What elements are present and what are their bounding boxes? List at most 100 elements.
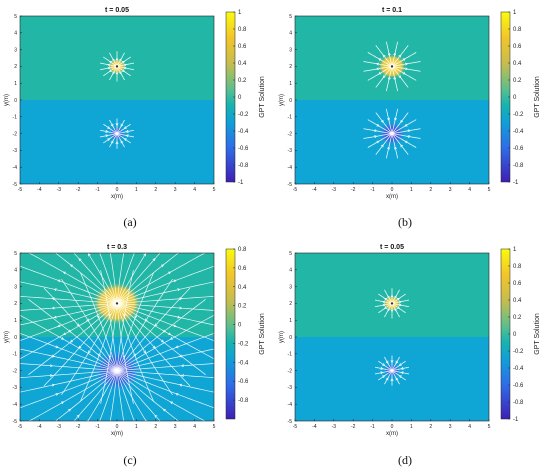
colorbar-tick-label: 0.8 xyxy=(238,247,247,253)
streamline xyxy=(116,314,214,371)
x-tick-label: 1 xyxy=(135,187,138,193)
streamline-arrow xyxy=(88,253,91,257)
x-tick-label: 3 xyxy=(174,187,177,193)
streamline xyxy=(116,303,134,404)
streamline xyxy=(20,281,118,304)
streamline xyxy=(116,253,179,304)
source-point xyxy=(390,132,394,135)
figure-panel-a: -5 -4 -3 -2 -1 0 1 2 3 4 5 -5 -4 -3 -2 -1 0 1 2 3 4 5 x(m) y(m)… xyxy=(0,0,275,237)
streamline xyxy=(391,133,421,139)
streamline-arrow xyxy=(404,140,408,144)
streamline-arrow xyxy=(405,62,409,66)
y-tick-label: 5 xyxy=(289,14,292,20)
colorbar-tick-label: -0.6 xyxy=(513,146,524,152)
streamline-arrow xyxy=(382,54,386,58)
colorbar-tick-label: -0.4 xyxy=(513,366,524,372)
streamline-arrow xyxy=(123,138,127,142)
y-axis-label: y(m) xyxy=(4,94,10,106)
streamline xyxy=(20,370,118,379)
streamline xyxy=(367,119,393,134)
y-tick-label: 0 xyxy=(289,98,292,104)
source-point xyxy=(115,132,119,135)
streamline-arrow xyxy=(402,71,406,75)
streamline xyxy=(367,52,393,67)
streamline-arrow xyxy=(387,295,391,299)
colorbar-tick-label: 0.4 xyxy=(513,61,522,67)
streamline-arrow xyxy=(154,323,158,327)
streamline-arrow xyxy=(118,71,122,75)
x-tick-label: -1 xyxy=(95,187,100,193)
streamline-arrow xyxy=(393,308,397,312)
streamline-arrow xyxy=(105,134,109,138)
y-tick-label: 2 xyxy=(14,64,17,70)
streamline-arrow xyxy=(400,366,404,370)
x-tick-label: -2 xyxy=(76,187,81,193)
streamline xyxy=(99,370,118,421)
streamline xyxy=(116,123,131,134)
streamline xyxy=(391,108,399,134)
streamline-arrow xyxy=(382,363,386,366)
streamline xyxy=(391,112,409,134)
streamline-arrow xyxy=(123,63,127,67)
x-tick-label: -3 xyxy=(57,187,62,193)
streamline xyxy=(391,133,409,155)
streamline-arrow xyxy=(374,129,378,133)
chart-svg: -5 -4 -3 -2 -1 0 1 2 3 4 5 -5 -4 -3 -2 -1 0 1 2 3 4 5 x(m) y(m)… xyxy=(279,244,541,437)
colorbar-tick-label: -0.6 xyxy=(513,383,524,389)
y-tick-label: -5 xyxy=(13,419,18,425)
source-point xyxy=(390,65,394,68)
y-tick-label: -2 xyxy=(13,131,18,137)
streamline-arrow xyxy=(405,67,409,71)
streamline xyxy=(116,287,191,371)
x-axis-label: x(m) xyxy=(111,431,123,437)
streamline xyxy=(55,370,118,421)
y-tick-label: -5 xyxy=(288,182,293,188)
panel-caption: (a) xyxy=(123,215,137,229)
streamline-arrow xyxy=(152,258,156,262)
streamline xyxy=(20,314,118,371)
streamline-arrow xyxy=(121,60,126,64)
colorbar-tick-label: 1 xyxy=(238,10,242,16)
streamline xyxy=(100,303,118,404)
y-tick-label: -1 xyxy=(13,115,18,121)
streamline xyxy=(391,370,406,381)
x-axis-label: x(m) xyxy=(111,194,123,200)
y-tick-label: -2 xyxy=(288,131,293,137)
streamline-arrow xyxy=(382,375,386,379)
x-tick-label: 3 xyxy=(449,187,452,193)
streamline xyxy=(43,287,118,371)
streamline-arrow xyxy=(118,58,122,62)
streamline-arrow xyxy=(398,363,402,366)
y-tick-label: -1 xyxy=(288,115,293,121)
streamline-arrow xyxy=(62,332,66,336)
streamline-arrow xyxy=(161,264,164,268)
streamline-arrow xyxy=(50,364,54,368)
streamline xyxy=(116,370,135,421)
streamline xyxy=(375,66,393,88)
streamline-arrow xyxy=(382,75,386,79)
streamline xyxy=(20,303,118,311)
streamline xyxy=(116,279,173,371)
streamline-arrow xyxy=(387,77,391,81)
streamline-arrow xyxy=(123,66,127,70)
streamline-arrow xyxy=(162,329,166,333)
streamline-arrow xyxy=(394,146,397,150)
streamline-arrow xyxy=(406,135,410,139)
y-tick-label: 5 xyxy=(289,251,292,257)
streamline-arrow xyxy=(55,392,59,396)
streamline-arrow xyxy=(145,318,148,322)
colorbar-tick-label: -1 xyxy=(513,180,519,186)
chart-svg: -5 -4 -3 -2 -1 0 1 2 3 4 5 -5 -4 -3 -2 -1 0 1 2 3 4 5 x(m) y(m)… xyxy=(4,7,266,200)
y-tick-label: 0 xyxy=(14,98,17,104)
streamline-arrow xyxy=(78,258,82,262)
x-tick-label: -4 xyxy=(312,424,317,430)
streamline-arrow xyxy=(376,123,380,127)
streamline xyxy=(391,66,409,88)
streamline-arrow xyxy=(385,377,389,381)
streamline-arrow xyxy=(135,253,136,254)
streamline-arrow xyxy=(108,425,110,427)
colorbar-tick-label: 0.2 xyxy=(513,78,522,84)
streamline-arrow xyxy=(383,297,388,301)
figure-panel-b: -5 -4 -3 -2 -1 0 1 2 3 4 5 -5 -4 -3 -2 -1 0 1 2 3 4 5 x(m) y(m)… xyxy=(275,0,550,237)
streamline-arrow xyxy=(154,414,158,418)
